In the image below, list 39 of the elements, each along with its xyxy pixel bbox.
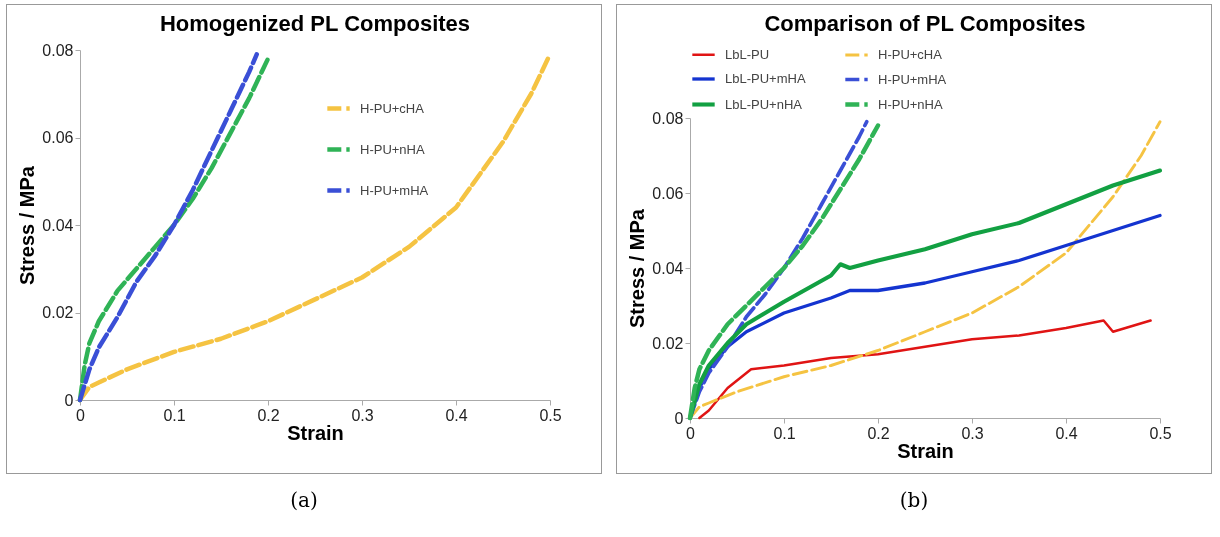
x-tick-label: 0.3 [351, 406, 374, 424]
y-tick-label: 0 [64, 391, 74, 409]
line-series [698, 319, 1152, 420]
legend-label: H-PU+nHA [878, 96, 943, 112]
legend-label: H-PU+nHA [360, 141, 425, 157]
x-tick-label: 0.5 [1149, 424, 1172, 442]
y-tick-label: 0.06 [42, 129, 74, 146]
y-tick-label: 0.08 [42, 41, 74, 59]
legend-label: H-PU+cHA [878, 47, 943, 62]
x-tick-label: 0 [686, 424, 696, 442]
x-axis-title: Strain [897, 439, 954, 462]
legend-label: LbL-PU [725, 46, 770, 62]
y-tick-label: 0.02 [652, 334, 684, 352]
legend-label: H-PU+mHA [878, 71, 947, 87]
x-tick-label: 0.2 [257, 406, 280, 424]
x-tick-label: 0.5 [539, 406, 562, 424]
x-tick-label: 0.4 [445, 406, 468, 424]
legend-label: H-PU+mHA [360, 182, 429, 198]
x-tick-label: 0.2 [867, 424, 890, 442]
chart-title: Comparison of PL Composites [764, 11, 1086, 36]
text: (a) [290, 488, 318, 512]
text: (b) [899, 488, 929, 512]
chart-title: Homogenized PL Composites [159, 11, 471, 36]
x-tick-label: 0.1 [163, 406, 186, 424]
y-tick-label: 0.02 [42, 304, 74, 321]
x-tick-label: 0.4 [1055, 424, 1078, 442]
legend-label: H-PU+cHA [360, 100, 425, 116]
y-tick-label: 0.04 [42, 216, 74, 234]
y-tick-label: 0.08 [652, 109, 684, 127]
legend-label: LbL-PU+mHA [725, 71, 806, 86]
y-tick-label: 0.06 [652, 184, 684, 202]
x-axis-title: Strain [287, 421, 344, 444]
y-tick-label: 0.04 [652, 259, 684, 277]
x-tick-label: 0.3 [961, 424, 984, 442]
legend-label: LbL-PU+nHA [725, 96, 803, 112]
y-axis-title: Stress / MPa [626, 208, 649, 328]
x-tick-label: 0.1 [773, 424, 796, 442]
x-tick-label: 0 [76, 406, 86, 424]
y-axis-title: Stress / MPa [16, 165, 39, 285]
